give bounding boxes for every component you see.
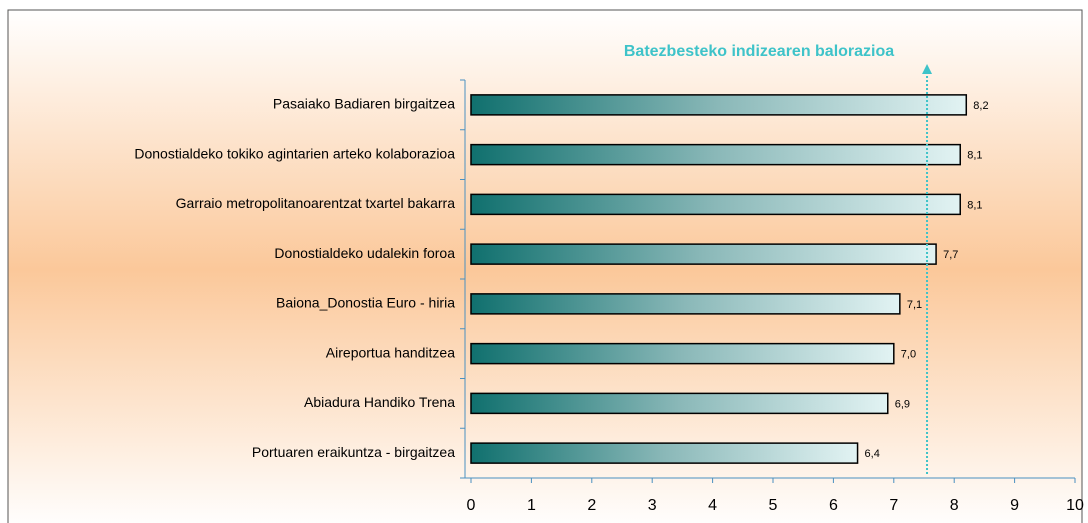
x-tick-label: 8: [950, 497, 959, 514]
bar: [470, 193, 961, 216]
x-tick-label: 0: [467, 497, 476, 514]
bar: [470, 442, 859, 464]
bar: [470, 94, 968, 116]
value-label: 7,1: [907, 299, 922, 311]
bar: [470, 243, 937, 265]
value-label: 7,0: [901, 349, 916, 361]
bar: [470, 392, 889, 415]
category-label: Baiona_Donostia Euro - hiria: [276, 295, 455, 311]
x-tick-label: 1: [527, 497, 536, 514]
value-label: 7,7: [943, 249, 958, 261]
x-tick-label: 5: [769, 497, 778, 514]
category-label: Donostialdeko udalekin foroa: [274, 245, 455, 261]
bar: [470, 143, 961, 166]
value-label: 6,4: [865, 448, 880, 460]
value-label: 8,2: [973, 100, 988, 112]
value-label: 8,1: [967, 199, 982, 211]
annotation: Batezbesteko indizearen balorazioa: [624, 43, 894, 60]
x-tick-label: 7: [889, 497, 898, 514]
x-tick-label: 4: [708, 497, 717, 514]
category-label: Garraio metropolitanoarentzat txartel ba…: [176, 195, 456, 211]
category-label: Aireportua handitzea: [326, 344, 455, 360]
value-label: 8,1: [967, 150, 982, 162]
x-tick-label: 6: [829, 497, 838, 514]
x-tick-label: 2: [587, 497, 596, 514]
bar: [470, 342, 895, 365]
reference-arrow: [922, 64, 933, 74]
x-tick-label: 3: [648, 497, 657, 514]
category-label: Donostialdeko tokiko agintarien arteko k…: [134, 145, 455, 161]
value-label: 6,9: [895, 398, 910, 410]
category-label: Abiadura Handiko Trena: [304, 394, 455, 410]
category-label: Portuaren eraikuntza - birgaitzea: [252, 444, 455, 460]
bar: [470, 293, 901, 315]
x-tick-label: 10: [1066, 497, 1084, 514]
category-label: Pasaiako Badiaren birgaitzea: [273, 96, 455, 112]
x-tick-label: 9: [1010, 497, 1019, 514]
